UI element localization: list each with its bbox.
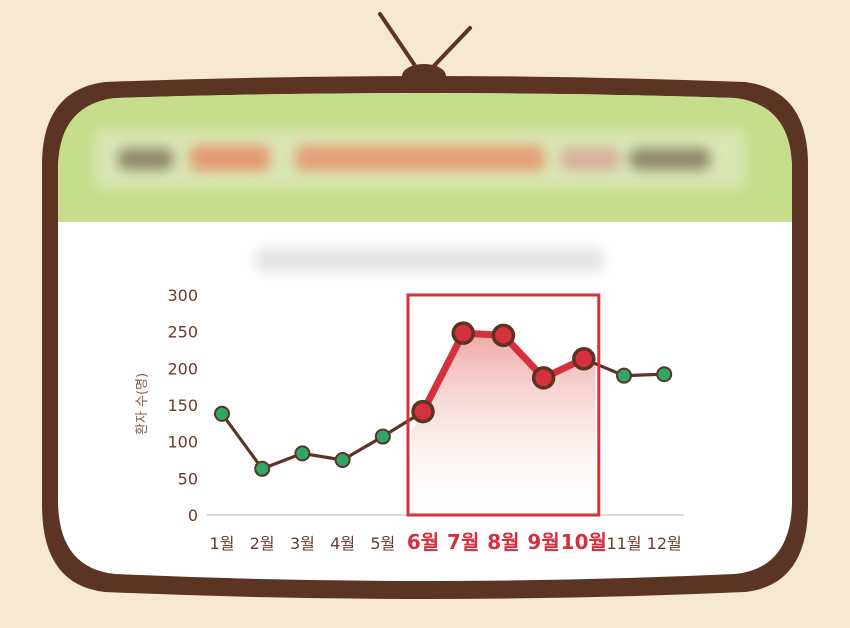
highlight-box <box>406 293 601 517</box>
data-point <box>616 367 632 384</box>
y-tick-label: 0 <box>188 506 198 525</box>
line-chart: 환자 수(명) 0 50 100 150 200 250 300 1월 2월 3월 4월 5월 6월 7월… <box>135 286 685 554</box>
highlight-data-point <box>531 366 556 390</box>
x-tick-label: 1월 <box>210 534 235 553</box>
x-tick-label: 11월 <box>606 534 641 553</box>
x-tick-label: 5월 <box>370 534 395 553</box>
x-tick-label: 6월 <box>407 530 439 554</box>
data-point <box>334 452 351 468</box>
x-tick-label: 3월 <box>290 534 315 553</box>
y-tick-label: 150 <box>167 396 198 415</box>
data-point <box>656 366 673 383</box>
x-tick-label: 8월 <box>487 530 519 554</box>
x-tick-label: 12월 <box>647 534 682 553</box>
line-segment <box>220 412 264 471</box>
x-tick-label: 2월 <box>250 534 275 553</box>
blurred-subtitle <box>255 248 605 272</box>
data-point <box>294 445 311 462</box>
x-tick-label: 10월 <box>561 530 607 554</box>
y-axis-label: 환자 수(명) <box>135 373 150 435</box>
y-tick-label: 200 <box>167 359 198 378</box>
x-tick-label: 9월 <box>527 530 559 554</box>
highlight-data-point <box>572 347 596 371</box>
y-tick-label: 50 <box>178 469 198 488</box>
x-tick-label: 7월 <box>447 530 479 554</box>
x-tick-label: 4월 <box>330 534 355 553</box>
highlight-data-point <box>411 399 435 424</box>
y-tick-label: 100 <box>167 433 198 452</box>
data-point <box>254 460 271 477</box>
highlight-data-point <box>451 321 475 345</box>
y-tick-label: 250 <box>167 323 198 342</box>
highlight-data-point <box>491 323 516 348</box>
highlight-line-segment <box>419 329 467 416</box>
y-tick-label: 300 <box>167 286 198 305</box>
data-point <box>214 405 230 422</box>
data-point <box>374 428 391 445</box>
blurred-header-text <box>95 130 745 188</box>
